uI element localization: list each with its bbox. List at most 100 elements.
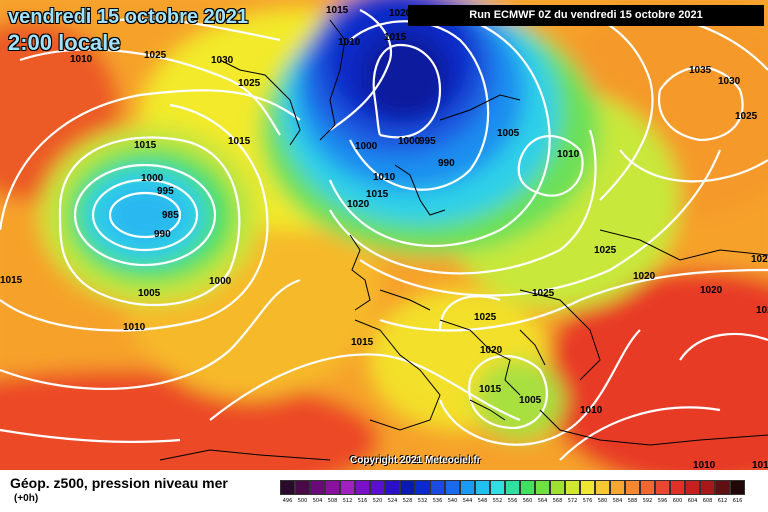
pressure-label: 1020 <box>389 8 412 19</box>
scale-label: 612 <box>717 498 728 504</box>
weather-map: 1015 1020 1010 1015 1025 1030 1010 1025 1015 1015… <box>0 0 768 470</box>
scale-label: 544 <box>462 498 473 504</box>
scale-label: 504 <box>312 498 323 504</box>
coastlines <box>159 19 768 461</box>
scale-label: 500 <box>297 498 308 504</box>
scale-label: 580 <box>597 498 608 504</box>
pressure-label: 985 <box>162 210 179 221</box>
scale-label: 524 <box>387 498 398 504</box>
scale-swatch <box>580 480 595 495</box>
scale-swatch <box>460 480 475 495</box>
scale-swatch <box>715 480 730 495</box>
scale-label: 552 <box>492 498 503 504</box>
scale-swatch <box>685 480 700 495</box>
scale-label: 596 <box>657 498 668 504</box>
pressure-label: 1005 <box>497 128 520 139</box>
scale-label: 512 <box>342 498 353 504</box>
pressure-label: 1020 <box>700 285 723 296</box>
scale-label: 616 <box>732 498 743 504</box>
pressure-label: 1015 <box>134 140 157 151</box>
scale-swatch <box>340 480 355 495</box>
scale-label: 592 <box>642 498 653 504</box>
scale-label: 572 <box>567 498 578 504</box>
scale-label: 560 <box>522 498 533 504</box>
pressure-label: 1025 <box>474 312 497 323</box>
pressure-label: 1030 <box>718 76 741 87</box>
pressure-label: 1015 <box>326 5 349 16</box>
color-scale <box>280 480 745 495</box>
scale-swatch <box>490 480 505 495</box>
scale-swatch <box>415 480 430 495</box>
scale-swatch <box>625 480 640 495</box>
scale-swatch <box>640 480 655 495</box>
pressure-label: 995 <box>157 186 174 197</box>
parameter-title: Géop. z500, pression niveau mer <box>10 475 228 491</box>
scale-swatch <box>430 480 445 495</box>
pressure-label: 1010 <box>752 460 768 470</box>
scale-label: 496 <box>282 498 293 504</box>
pressure-label: 1015 <box>479 384 502 395</box>
scale-swatch <box>475 480 490 495</box>
scale-label: 576 <box>582 498 593 504</box>
pressure-label: 995 <box>419 136 436 147</box>
pressure-label: 1010 <box>70 54 93 65</box>
pressure-label: 990 <box>438 158 455 169</box>
scale-swatch <box>565 480 580 495</box>
forecast-hour: (+0h) <box>14 493 39 504</box>
local-time-label: 2:00 locale <box>8 30 121 55</box>
scale-swatch <box>385 480 400 495</box>
pressure-label: 1015 <box>351 337 374 348</box>
scale-swatch <box>610 480 625 495</box>
scale-label: 540 <box>447 498 458 504</box>
scale-label: 556 <box>507 498 518 504</box>
scale-swatch <box>550 480 565 495</box>
pressure-label: 1025 <box>532 288 555 299</box>
scale-label: 508 <box>327 498 338 504</box>
scale-swatch <box>670 480 685 495</box>
pressure-label: 1020 <box>347 199 370 210</box>
pressure-label: 1020 <box>480 345 503 356</box>
pressure-label: 1020 <box>633 271 656 282</box>
color-scale-labels: 496 500 504 508 512 516 520 524 528 532 536 540 544 5… <box>280 498 745 504</box>
pressure-label: 1020 <box>756 305 768 316</box>
pressure-label: 1010 <box>373 172 396 183</box>
scale-label: 520 <box>372 498 383 504</box>
pressure-label: 1035 <box>689 65 712 76</box>
scale-swatch <box>505 480 520 495</box>
pressure-label: 1015 <box>384 32 407 43</box>
pressure-label: 1025 <box>594 245 617 256</box>
scale-label: 568 <box>552 498 563 504</box>
scale-swatch <box>310 480 325 495</box>
scale-label: 532 <box>417 498 428 504</box>
scale-swatch <box>535 480 550 495</box>
scale-label: 608 <box>702 498 713 504</box>
scale-label: 536 <box>432 498 443 504</box>
scale-swatch <box>520 480 535 495</box>
scale-label: 564 <box>537 498 548 504</box>
pressure-label: 1025 <box>144 50 167 61</box>
scale-label: 604 <box>687 498 698 504</box>
scale-swatch <box>355 480 370 495</box>
pressure-label: 990 <box>154 229 171 240</box>
scale-label: 600 <box>672 498 683 504</box>
scale-swatch <box>655 480 670 495</box>
date-label: vendredi 15 octobre 2021 <box>8 6 249 28</box>
scale-swatch <box>325 480 340 495</box>
pressure-label: 1010 <box>123 322 146 333</box>
scale-label: 584 <box>612 498 623 504</box>
pressure-label: 1000 <box>355 141 378 152</box>
pressure-label: 1015 <box>366 189 389 200</box>
run-info-banner: Run ECMWF 0Z du vendredi 15 octobre 2021 <box>408 5 764 26</box>
pressure-label: 1000 <box>398 136 421 147</box>
pressure-label: 1010 <box>580 405 603 416</box>
pressure-label: 1025 <box>735 111 758 122</box>
pressure-label: 1010 <box>338 37 361 48</box>
pressure-label: 1000 <box>141 173 164 184</box>
legend-footer: Géop. z500, pression niveau mer (+0h) 49… <box>0 470 768 512</box>
pressure-label: 1030 <box>211 55 234 66</box>
scale-label: 516 <box>357 498 368 504</box>
scale-swatch <box>400 480 415 495</box>
copyright-notice: Copyright 2021 Meteociel.fr <box>350 455 481 466</box>
scale-swatch <box>295 480 310 495</box>
